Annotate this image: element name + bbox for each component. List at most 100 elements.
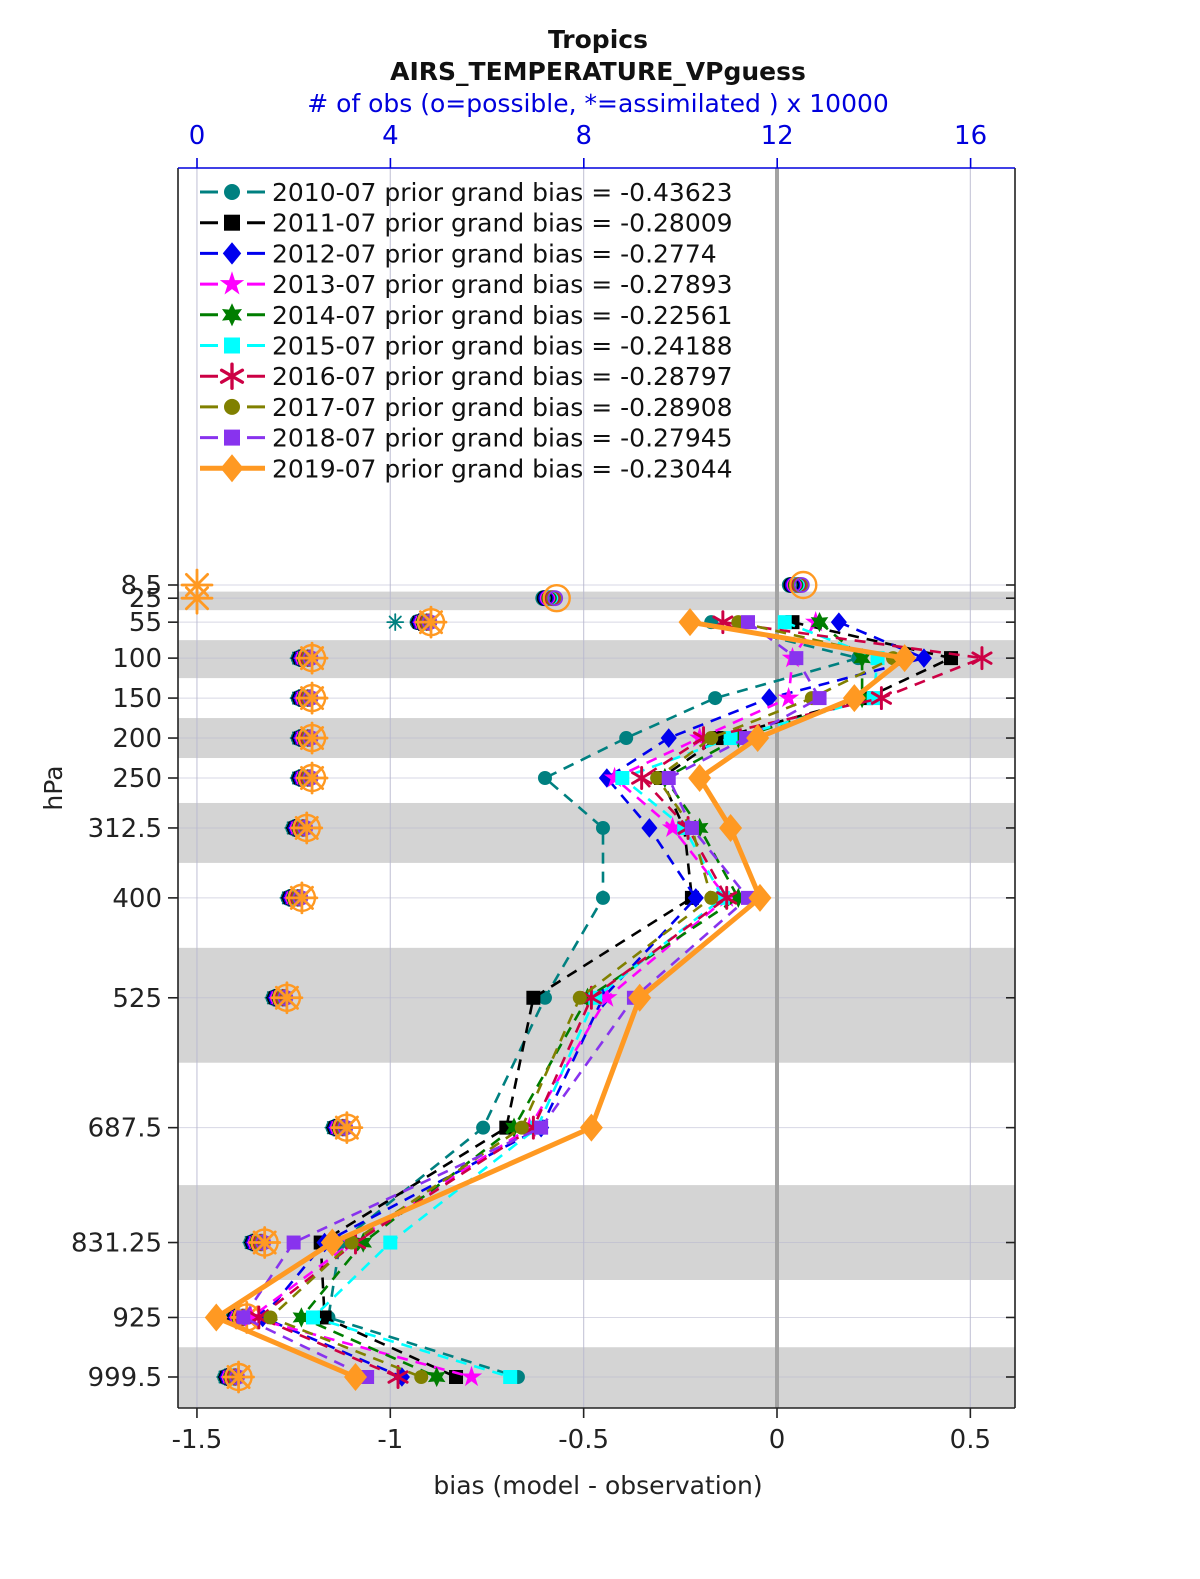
gray-band	[178, 1185, 1015, 1280]
obs-possible-circle	[547, 590, 564, 607]
obs-assimilated-star	[295, 681, 329, 715]
legend-marker	[219, 362, 245, 390]
series-marker-2014-07	[729, 887, 748, 908]
data-series	[204, 608, 993, 1391]
legend-marker	[224, 214, 240, 231]
series-marker-2014-07	[729, 727, 748, 749]
series-marker-2017-07	[572, 990, 587, 1005]
obs-axis-title: # of obs (o=possible, *=assimilated ) x …	[307, 89, 889, 118]
obs-assimilated-star	[248, 1226, 282, 1259]
obs-assimilated-star	[295, 641, 329, 675]
series-marker-2019-07	[204, 1303, 228, 1332]
x-axis-title: bias (model - observation)	[433, 1471, 762, 1500]
series-marker-2013-07	[661, 816, 684, 837]
plot-frame	[177, 167, 1016, 1409]
series-marker-2017-07	[650, 771, 665, 786]
obs-assimilated-star	[290, 811, 324, 845]
series-marker-2014-07	[853, 648, 871, 669]
legend-label: 2018-07 prior grand bias = -0.27945	[272, 424, 733, 453]
series-marker-2018-07	[534, 1120, 549, 1135]
x-tick-label: -1	[377, 1425, 403, 1455]
gray-band	[178, 947, 1015, 1063]
series-marker-2010-07	[537, 771, 552, 786]
series-marker-2019-07	[628, 983, 652, 1012]
y-tick-label: 100	[112, 644, 162, 674]
series-marker-2012-07	[660, 728, 677, 748]
series-marker-2016-07	[971, 646, 993, 671]
y-tick-label: 55	[129, 608, 162, 638]
series-marker-2012-07	[915, 648, 932, 668]
series-marker-2019-07	[688, 764, 712, 793]
series-marker-2015-07	[777, 615, 792, 630]
legend-label: 2013-07 prior grand bias = -0.27893	[272, 270, 733, 299]
y-tick-label: 831.25	[71, 1229, 162, 1259]
legend-item: 2015-07 prior grand bias = -0.24188	[200, 332, 733, 361]
obs-assimilated-star	[180, 581, 214, 615]
series-marker-2019-07	[579, 1113, 603, 1142]
gray-band	[178, 1347, 1015, 1408]
obs-assimilated-star	[222, 1360, 255, 1394]
series-marker-2019-07	[842, 684, 866, 713]
legend-label: 2015-07 prior grand bias = -0.24188	[272, 332, 733, 361]
series-marker-2014-07	[810, 612, 829, 633]
legend-label: 2017-07 prior grand bias = -0.28908	[272, 393, 733, 422]
obs-assimilated-star	[295, 761, 329, 795]
series-marker-2011-07	[317, 1310, 332, 1325]
obs-assimilated-star	[386, 613, 405, 632]
legend-item: 2010-07 prior grand bias = -0.43623	[200, 178, 733, 207]
legend-label: 2011-07 prior grand bias = -0.28009	[272, 209, 733, 238]
legend-marker	[222, 242, 242, 265]
series-marker-2019-07	[893, 644, 917, 673]
obs-tick-label: 4	[382, 121, 399, 151]
legend-marker	[220, 454, 244, 483]
series-marker-2012-07	[687, 888, 704, 908]
series-marker-2019-07	[719, 813, 743, 842]
series-marker-2016-07	[387, 1365, 409, 1389]
series-marker-2012-07	[761, 688, 778, 708]
y-tick-label: 925	[112, 1303, 162, 1333]
obs-tick-label: 0	[189, 121, 206, 151]
series-marker-2019-07	[678, 608, 702, 637]
y-tick-label: 8.5	[121, 571, 162, 601]
legend-marker	[224, 398, 240, 415]
series-marker-2015-07	[305, 1310, 320, 1325]
series-marker-2019-07	[343, 1362, 367, 1391]
legend-label: 2010-07 prior grand bias = -0.43623	[272, 178, 733, 207]
series-marker-2010-07	[595, 890, 610, 905]
gray-band	[178, 591, 1015, 611]
legend-item: 2013-07 prior grand bias = -0.27893	[200, 270, 733, 299]
series-marker-2015-07	[723, 731, 738, 746]
series-marker-2010-07	[537, 990, 552, 1005]
legend: 2010-07 prior grand bias = -0.436232011-…	[200, 178, 733, 483]
y-tick-label: 312.5	[88, 814, 162, 844]
y-tick-label: 25	[129, 584, 162, 614]
series-marker-2010-07	[595, 820, 610, 835]
series-marker-2018-07	[236, 1310, 251, 1325]
series-marker-2014-07	[690, 817, 709, 839]
legend-item: 2018-07 prior grand bias = -0.27945	[200, 424, 733, 453]
legend-item: 2016-07 prior grand bias = -0.28797	[200, 362, 733, 391]
obs-assimilated-star	[414, 605, 448, 639]
y-tick-label: 999.5	[88, 1363, 162, 1393]
series-marker-2017-07	[514, 1120, 529, 1135]
x-tick-label: -1.5	[172, 1425, 223, 1455]
series-marker-2017-07	[263, 1310, 278, 1325]
legend-label: 2019-07 prior grand bias = -0.23044	[272, 454, 733, 483]
legend-marker	[219, 271, 245, 295]
series-marker-2018-07	[684, 820, 699, 835]
series-marker-2010-07	[708, 691, 723, 706]
y-tick-label: 400	[112, 884, 162, 914]
series-marker-2015-07	[503, 1369, 518, 1384]
legend-marker	[224, 337, 240, 354]
series-line-2019-07	[210, 619, 911, 1380]
legend-item: 2011-07 prior grand bias = -0.28009	[200, 209, 733, 238]
y-axis-title: hPa	[39, 765, 68, 810]
series-marker-2013-07	[777, 686, 800, 708]
legend-marker	[224, 429, 240, 446]
y-tick-label: 200	[112, 724, 162, 754]
chart-subtitle: AIRS_TEMPERATURE_VPguess	[390, 57, 806, 86]
obs-assimilated-star	[270, 981, 304, 1015]
legend-marker	[222, 303, 242, 327]
legend-item: 2014-07 prior grand bias = -0.22561	[200, 301, 733, 330]
